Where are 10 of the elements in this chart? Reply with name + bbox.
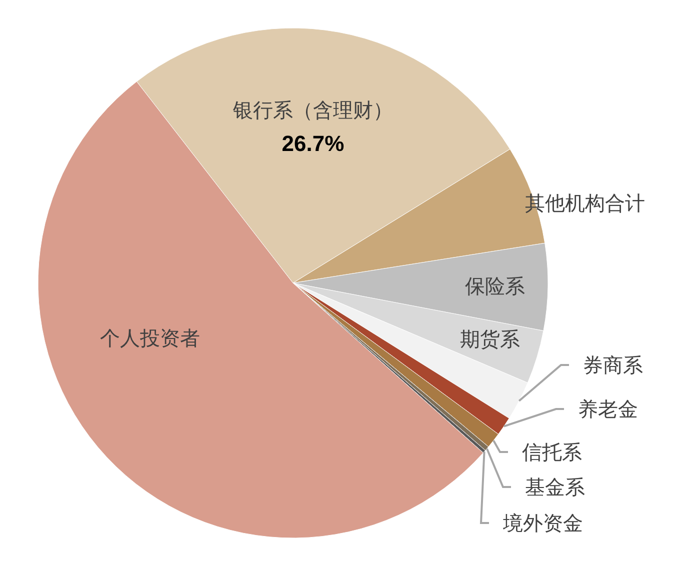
slice-label: 保险系 [465, 274, 525, 298]
slice-label: 期货系 [460, 327, 520, 351]
slice-label: 银行系（含理财） [232, 98, 393, 122]
data-label: 26.7% [282, 131, 344, 156]
slice-label: 信托系 [522, 440, 582, 464]
slice-label: 券商系 [583, 353, 643, 377]
slice-label: 境外资金 [502, 511, 583, 535]
slice-label: 个人投资者 [100, 326, 200, 350]
slice-label: 养老金 [578, 397, 638, 421]
slice-label: 基金系 [525, 475, 585, 499]
